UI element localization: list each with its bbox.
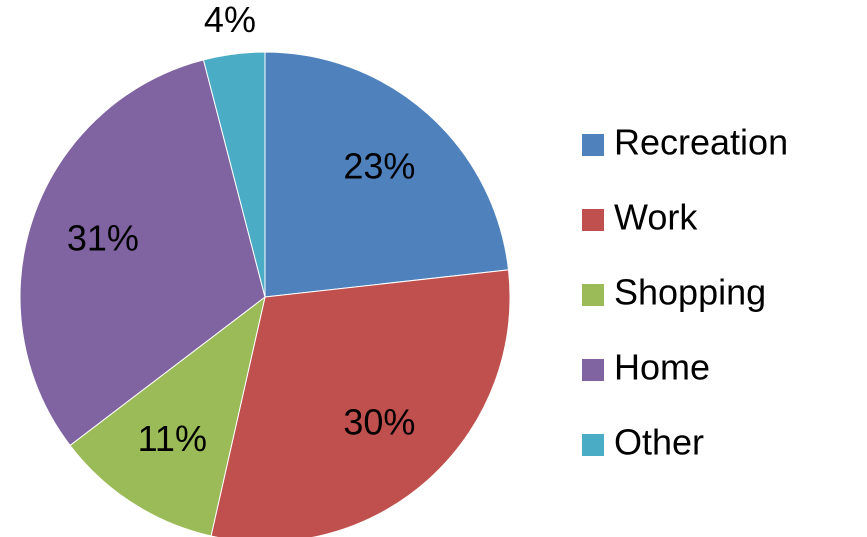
legend-swatch [582, 209, 604, 231]
data-label: 11% [138, 418, 207, 459]
data-label: 4% [204, 0, 256, 40]
legend-swatch [582, 284, 604, 306]
legend-swatch [582, 434, 604, 456]
pie-slice [19, 59, 266, 447]
legend-swatch [582, 134, 604, 156]
pie-slice [69, 295, 266, 537]
data-label: 31% [67, 217, 139, 258]
data-label: 23% [343, 146, 415, 187]
pie-slice [264, 51, 510, 298]
legend-label: Home [614, 347, 710, 388]
data-label: 30% [343, 401, 415, 442]
legend-swatch [582, 359, 604, 381]
pie-slice [210, 269, 511, 537]
legend-label: Other [614, 422, 704, 463]
legend-label: Recreation [614, 122, 788, 163]
legend-label: Work [614, 197, 698, 238]
pie-slice [202, 51, 266, 298]
legend-label: Shopping [614, 272, 766, 313]
